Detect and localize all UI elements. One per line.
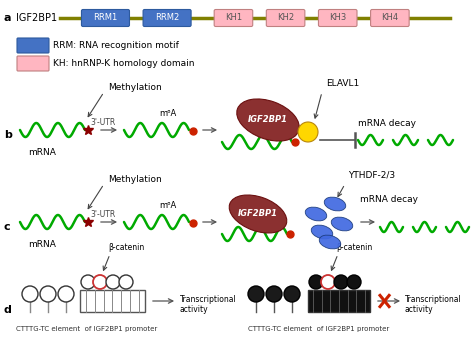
Circle shape bbox=[347, 275, 361, 289]
Text: a: a bbox=[4, 13, 11, 23]
Circle shape bbox=[321, 275, 335, 289]
Text: RRM1: RRM1 bbox=[93, 14, 118, 22]
Circle shape bbox=[93, 275, 107, 289]
Ellipse shape bbox=[229, 195, 287, 233]
Bar bbox=[308, 290, 370, 312]
FancyBboxPatch shape bbox=[214, 10, 253, 26]
FancyBboxPatch shape bbox=[266, 10, 305, 26]
Text: mRNA decay: mRNA decay bbox=[360, 195, 418, 204]
Circle shape bbox=[106, 275, 120, 289]
Text: KH: hnRNP-K homology domain: KH: hnRNP-K homology domain bbox=[53, 58, 194, 68]
Ellipse shape bbox=[324, 197, 346, 211]
Ellipse shape bbox=[237, 99, 299, 141]
Text: Methylation: Methylation bbox=[108, 83, 162, 92]
Ellipse shape bbox=[305, 207, 327, 221]
Text: b: b bbox=[4, 130, 12, 140]
Text: KH4: KH4 bbox=[381, 14, 399, 22]
FancyBboxPatch shape bbox=[319, 10, 357, 26]
Text: mRNA: mRNA bbox=[28, 240, 56, 249]
Text: CTTTG-TC element  of IGF2BP1 promoter: CTTTG-TC element of IGF2BP1 promoter bbox=[16, 326, 157, 332]
Text: RRM2: RRM2 bbox=[155, 14, 179, 22]
Text: IGF2BP1: IGF2BP1 bbox=[16, 13, 57, 23]
Ellipse shape bbox=[319, 235, 341, 249]
Text: β-catenin: β-catenin bbox=[108, 243, 144, 252]
Text: 3'-UTR: 3'-UTR bbox=[90, 118, 115, 127]
Circle shape bbox=[284, 286, 300, 302]
Circle shape bbox=[58, 286, 74, 302]
Circle shape bbox=[40, 286, 56, 302]
Circle shape bbox=[81, 275, 95, 289]
Text: m⁶A: m⁶A bbox=[159, 201, 177, 210]
Text: 3'-UTR: 3'-UTR bbox=[90, 210, 115, 219]
Circle shape bbox=[119, 275, 133, 289]
Text: Transcriptional
activity: Transcriptional activity bbox=[405, 295, 462, 314]
Circle shape bbox=[309, 275, 323, 289]
Circle shape bbox=[266, 286, 282, 302]
Ellipse shape bbox=[331, 217, 353, 231]
Text: RRM: RNA recognition motif: RRM: RNA recognition motif bbox=[53, 41, 179, 49]
FancyBboxPatch shape bbox=[143, 10, 191, 26]
Text: β-catenin: β-catenin bbox=[336, 243, 372, 252]
FancyBboxPatch shape bbox=[371, 10, 409, 26]
Text: Transcriptional
activity: Transcriptional activity bbox=[180, 295, 237, 314]
Text: CTTTG-TC element  of IGF2BP1 promoter: CTTTG-TC element of IGF2BP1 promoter bbox=[248, 326, 389, 332]
Text: KH1: KH1 bbox=[225, 14, 242, 22]
Text: c: c bbox=[4, 222, 10, 232]
Text: d: d bbox=[4, 305, 12, 315]
Text: m⁶A: m⁶A bbox=[159, 109, 177, 118]
FancyBboxPatch shape bbox=[82, 10, 129, 26]
Circle shape bbox=[248, 286, 264, 302]
Circle shape bbox=[22, 286, 38, 302]
Text: Methylation: Methylation bbox=[108, 175, 162, 184]
FancyBboxPatch shape bbox=[17, 56, 49, 71]
Text: KH2: KH2 bbox=[277, 14, 294, 22]
Circle shape bbox=[334, 275, 348, 289]
Text: IGF2BP1: IGF2BP1 bbox=[238, 209, 278, 219]
Text: YTHDF-2/3: YTHDF-2/3 bbox=[348, 171, 395, 180]
Text: IGF2BP1: IGF2BP1 bbox=[248, 115, 288, 125]
Circle shape bbox=[298, 122, 318, 142]
Bar bbox=[80, 290, 145, 312]
Text: mRNA: mRNA bbox=[28, 148, 56, 157]
Text: KH3: KH3 bbox=[329, 14, 346, 22]
FancyBboxPatch shape bbox=[17, 38, 49, 53]
Ellipse shape bbox=[311, 225, 333, 239]
Text: ELAVL1: ELAVL1 bbox=[326, 79, 359, 88]
Text: mRNA decay: mRNA decay bbox=[358, 119, 416, 128]
